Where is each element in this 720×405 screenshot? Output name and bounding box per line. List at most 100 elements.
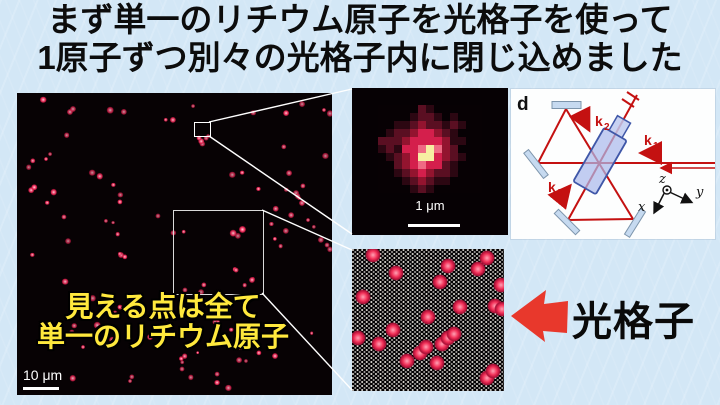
atom-pixel: [394, 137, 402, 145]
atom-dot: [109, 336, 116, 343]
atom-dot: [68, 329, 75, 336]
title-line-1: まず単一のリチウム原子を光格子を使って: [47, 1, 673, 38]
atom-pixel: [442, 121, 450, 129]
atom-pixel: [410, 137, 418, 145]
atom-dot: [300, 182, 306, 189]
atom-pixel: [378, 137, 386, 145]
atom-pixel: [386, 105, 394, 113]
atom-pixel: [402, 169, 410, 177]
lattice-atom: [485, 363, 501, 379]
atom-pixel: [466, 169, 474, 177]
atom-pixel: [378, 185, 386, 193]
atom-pixel: [450, 177, 458, 185]
k-arrows: [547, 105, 662, 210]
atom-pixel: [394, 177, 402, 185]
atom-dot: [45, 200, 50, 206]
atom-pixel: [394, 161, 402, 169]
atom-dot: [239, 170, 245, 176]
mirror-left: [523, 148, 549, 180]
atom-pixel: [442, 177, 450, 185]
atom-pixel: [426, 185, 434, 193]
atom-dot: [117, 199, 123, 205]
atom-dot: [269, 222, 274, 227]
atom-dot: [286, 169, 293, 176]
atom-dot: [103, 219, 108, 224]
atom-pixel: [434, 121, 442, 129]
atom-pixel: [410, 185, 418, 193]
atom-dot: [233, 267, 239, 273]
atom-pixel: [450, 145, 458, 153]
atom-pixel: [466, 121, 474, 129]
single-atom-zoom-panel: 1 μm: [352, 88, 508, 235]
atom-pixel: [418, 169, 426, 177]
atom-dot: [212, 319, 218, 325]
atom-dot: [322, 107, 327, 112]
atom-pixel: [466, 161, 474, 169]
atom-pixel: [450, 105, 458, 113]
atom-dot: [203, 135, 209, 141]
atom-dot: [26, 164, 32, 170]
atom-pixel: [410, 161, 418, 169]
atom-pixel: [378, 113, 386, 121]
atom-pixel: [394, 185, 402, 193]
atom-pixel: [402, 105, 410, 113]
mirror-bottom-left: [553, 208, 581, 236]
atom-pixel: [434, 185, 442, 193]
beam-left-up: [537, 108, 567, 164]
optical-lattice-label: 光格子: [572, 300, 695, 344]
atom-pixel: [434, 145, 442, 153]
atom-pixel: [394, 129, 402, 137]
fluorescence-caption: 見える点は全て 単一のリチウム原子: [19, 292, 307, 352]
atom-pixel: [402, 185, 410, 193]
atom-pixel: [474, 145, 482, 153]
atom-dot: [69, 374, 76, 382]
k-labels: k 1 k 2 k 3: [548, 113, 659, 199]
atom-dot: [198, 138, 205, 144]
atom-dot: [163, 117, 169, 122]
atom-dot: [128, 374, 135, 380]
atom-pixel: [442, 169, 450, 177]
atom-dot: [199, 141, 206, 147]
atom-dot: [322, 152, 329, 160]
lattice-atom: [420, 309, 436, 325]
atom-dot: [255, 350, 262, 356]
atom-pixel: [402, 129, 410, 137]
mirror-bottom-right: [623, 208, 647, 238]
atom-pixel: [434, 105, 442, 113]
panel-letter-d: d: [517, 94, 529, 115]
atom-dot: [117, 251, 122, 257]
atom-pixel: [378, 161, 386, 169]
atom-pixel: [450, 161, 458, 169]
atom-pixel: [402, 121, 410, 129]
atom-pixel: [386, 169, 394, 177]
atom-dot: [327, 246, 332, 253]
atom-pixel: [474, 177, 482, 185]
atom-dot: [146, 334, 153, 340]
atom-pixel: [418, 153, 426, 161]
atom-dot: [120, 108, 127, 116]
lattice-atom: [418, 339, 434, 355]
atom-pixel: [474, 153, 482, 161]
atom-pixel: [458, 177, 466, 185]
atom-pixel: [426, 105, 434, 113]
atom-pixel: [466, 177, 474, 185]
atom-pixel: [386, 145, 394, 153]
atom-pixel: [394, 105, 402, 113]
x-axis-arrow: [653, 193, 665, 215]
atom-dot: [93, 321, 101, 329]
atom-pixel: [394, 145, 402, 153]
atom-pixel: [410, 121, 418, 129]
atom-pixel: [410, 129, 418, 137]
z-axis-dot: [665, 188, 669, 192]
atom-pixel: [378, 145, 386, 153]
atom-pixel: [466, 105, 474, 113]
beam-slash-mark: [626, 91, 640, 101]
atom-pixel: [466, 153, 474, 161]
atom-dot: [282, 227, 290, 235]
atom-dot: [214, 371, 220, 377]
atom-pixel: [418, 145, 426, 153]
caption-line-1: 見える点は全て: [65, 291, 261, 322]
atom-pixel: [394, 169, 402, 177]
atom-pixel: [450, 137, 458, 145]
